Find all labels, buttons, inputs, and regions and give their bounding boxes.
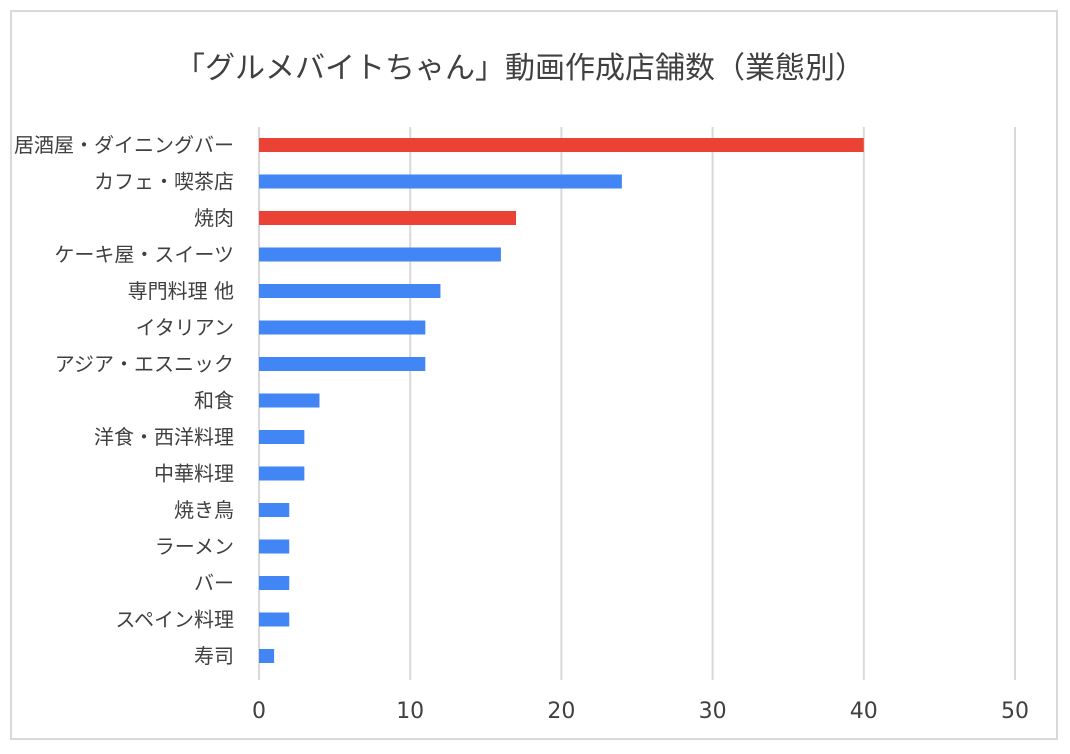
bar [259,576,290,590]
category-label: 中華料理 [154,462,234,486]
category-label: 寿司 [194,644,234,668]
x-tick-label: 40 [850,699,878,724]
bar [259,284,441,298]
category-label: バー [194,571,234,595]
x-tick-label: 0 [252,699,266,724]
x-tick-label: 50 [1001,699,1029,724]
bar [259,649,275,663]
category-label: イタリアン [136,316,234,340]
x-tick-labels: 0 10 20 30 40 50 [252,699,1029,724]
bar [259,430,305,444]
category-label: 焼き鳥 [174,498,234,522]
chart-title: 「グルメバイトちゃん」動画作成店舗数（業態別） [175,51,865,86]
x-tick-label: 20 [547,699,575,724]
category-label: カフェ・喫茶店 [94,170,234,194]
bar [259,211,517,225]
category-label: 和食 [194,389,234,413]
x-tick-label: 30 [699,699,727,724]
category-label: ラーメン [155,535,234,559]
bar [259,503,290,517]
category-label: スペイン料理 [115,608,234,632]
bar [259,247,501,262]
category-label: 洋食・西洋料理 [94,425,234,449]
x-tick-label: 10 [396,699,424,724]
bar [259,320,426,335]
category-label: アジア・エスニック [55,352,234,376]
bar [259,393,320,408]
gridlines [258,127,1016,680]
category-label: 焼肉 [194,206,234,230]
bar [259,466,305,481]
category-label: 専門料理 他 [128,279,234,303]
bars [259,138,864,663]
bar [259,138,864,152]
bar [259,612,290,627]
bar [259,539,290,554]
category-label: 居酒屋・ダイニングバー [14,133,234,157]
bar [259,357,426,371]
chart-frame [10,10,1058,740]
category-label: ケーキ屋・スイーツ [54,243,234,267]
bar [259,174,622,189]
